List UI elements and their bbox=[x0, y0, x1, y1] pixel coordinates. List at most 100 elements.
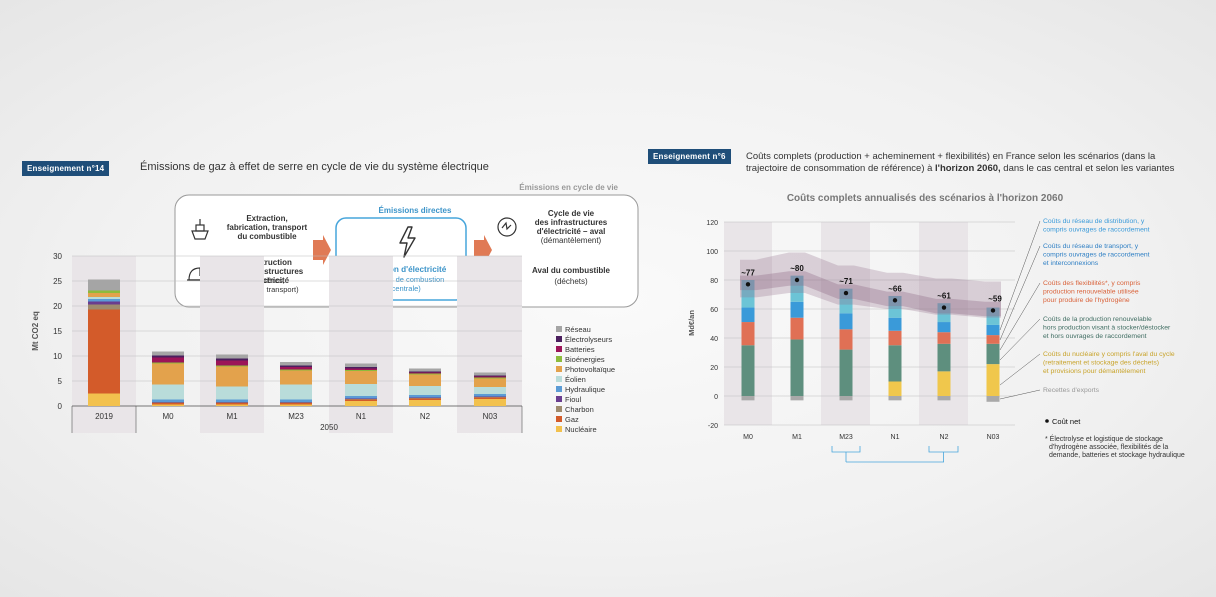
bar-segment-photovoltaique bbox=[280, 370, 312, 385]
bar-segment-charbon bbox=[409, 398, 441, 399]
legend-swatch-photovoltaique bbox=[556, 366, 562, 372]
left-plot: 0 5 10 15 20 25 30 Mt CO2 eq 2019 M0 M1 M23 N1 N2 N03 2… bbox=[31, 252, 523, 433]
y-tick-label: 0 bbox=[714, 394, 718, 401]
bar-segment-batteries bbox=[280, 367, 312, 370]
legend-label-nucleaire_cost: (retraitement et stockage des déchets) bbox=[1043, 360, 1159, 367]
bar-segment-distribution bbox=[741, 280, 755, 308]
bar-segment-fioul bbox=[345, 398, 377, 399]
bar-segment-charbon bbox=[88, 304, 120, 310]
bar-segment-eolien bbox=[216, 386, 248, 400]
aval-text: Aval du combustible (déchets) bbox=[532, 266, 610, 286]
bar-segment-photovoltaique bbox=[409, 374, 441, 386]
bar-segment-flexibilites bbox=[790, 317, 804, 340]
bar-segment-eolien bbox=[345, 384, 377, 396]
legend-leader bbox=[999, 353, 1041, 386]
bar-segment-renouvelable bbox=[790, 339, 804, 396]
legend-swatch-electrolyseurs bbox=[556, 336, 562, 342]
x-tick-label: M23 bbox=[839, 434, 853, 441]
legend-swatch-nucleaire bbox=[556, 426, 562, 432]
bar-segment-distribution bbox=[790, 275, 804, 302]
bar-segment-photovoltaique bbox=[88, 293, 120, 297]
legend-swatch-fioul bbox=[556, 396, 562, 402]
x-tick-label: N2 bbox=[940, 434, 949, 441]
bar-segment-renouvelable bbox=[937, 343, 951, 372]
y-tick-label: 10 bbox=[53, 352, 62, 361]
legend-swatch-charbon bbox=[556, 406, 562, 412]
bar-segment-gaz bbox=[345, 399, 377, 401]
bar-segment-bioenergies bbox=[474, 377, 506, 379]
bar-segment-distribution bbox=[839, 288, 853, 314]
bar-segment-bioenergies bbox=[152, 362, 184, 364]
bar-segment-nucleaire bbox=[474, 399, 506, 406]
aval-bold-line: Aval du combustible bbox=[532, 266, 610, 275]
net-cost-dot bbox=[892, 298, 898, 303]
bar-segment-hydraulique bbox=[345, 396, 377, 399]
legend-swatch-gaz bbox=[556, 416, 562, 422]
legend-swatch-eolien bbox=[556, 376, 562, 382]
cycle-bold-line: des infrastructures bbox=[535, 218, 608, 227]
bar-segment-electrolyseurs bbox=[474, 375, 506, 377]
cycle-sub-line: (démantèlement) bbox=[541, 236, 602, 245]
x-tick-label: M0 bbox=[162, 412, 174, 421]
bar-segment-charbon bbox=[345, 399, 377, 400]
note-line-2: d'hydrogène associée, flexibilités de la bbox=[1049, 444, 1168, 451]
bar-segment-nucleaire_cost bbox=[937, 371, 951, 396]
bar-segment-flexibilites bbox=[986, 335, 1000, 344]
bar-segment-fioul bbox=[474, 396, 506, 397]
y-tick-label: 15 bbox=[53, 327, 62, 336]
cost-band bbox=[740, 252, 1001, 318]
bar-segment-renouvelable bbox=[888, 345, 902, 382]
bar-segment-hydraulique bbox=[88, 299, 120, 302]
right-chart-title: Coûts complets annualisés des scénarios … bbox=[787, 193, 1064, 204]
legend-label: Nucléaire bbox=[565, 425, 597, 434]
legend-label-flexibilites: pour produire de l'hydrogène bbox=[1043, 297, 1130, 304]
bar-segment-hydraulique bbox=[474, 394, 506, 397]
net-cost-dot bbox=[745, 282, 751, 287]
right-title-line2-a: trajectoire de consommation de référence… bbox=[746, 163, 936, 174]
legend-label: Gaz bbox=[565, 415, 579, 424]
legend-leader bbox=[999, 245, 1041, 341]
bar-segment-distribution bbox=[937, 303, 951, 323]
bar-segment-hydraulique bbox=[280, 399, 312, 402]
bar-segment-hydraulique bbox=[152, 399, 184, 402]
bar-segment-fioul bbox=[280, 402, 312, 403]
bar-segment-fioul bbox=[88, 301, 120, 305]
x-tick-label: N1 bbox=[891, 434, 900, 441]
bar-segment-reseau bbox=[280, 362, 312, 366]
legend-label: Bioénergies bbox=[565, 355, 605, 364]
legend-label-nucleaire_cost: et provisions pour démantèlement bbox=[1043, 368, 1145, 375]
y-axis-label: Mt CO2 eq bbox=[31, 311, 40, 351]
bar-segment-photovoltaique bbox=[216, 366, 248, 387]
bar-segment-eolien bbox=[88, 297, 120, 299]
legend-swatch-hydraulique bbox=[556, 386, 562, 392]
legend-leader bbox=[999, 389, 1041, 400]
bar-segment-electrolyseurs bbox=[345, 367, 377, 369]
legend-swatch-bioenergies bbox=[556, 356, 562, 362]
bar-segment-reseau bbox=[88, 279, 120, 291]
bar-segment-gaz bbox=[474, 397, 506, 399]
bar-segment-batteries bbox=[216, 360, 248, 366]
legend-label: Charbon bbox=[565, 405, 594, 414]
variant-bracket bbox=[928, 446, 959, 453]
y-tick-label: -20 bbox=[708, 423, 718, 430]
bar-segment-bioenergies bbox=[409, 373, 441, 375]
bar-segment-bioenergies bbox=[88, 290, 120, 293]
right-title-line2-c: dans le cas central et selon les variant… bbox=[1000, 163, 1175, 174]
production-sub-line: (émissions de combustion bbox=[358, 275, 445, 284]
y-tick-label: 20 bbox=[710, 365, 718, 372]
recycle-icon bbox=[497, 217, 517, 237]
bar-segment-nucleaire bbox=[409, 400, 441, 406]
y-axis-label: Md€/an bbox=[687, 310, 696, 336]
net-cost-dot bbox=[843, 290, 849, 296]
bar-segment-bioenergies bbox=[216, 365, 248, 367]
legend-label-distribution: compris ouvrages de raccordement bbox=[1043, 227, 1150, 234]
legend-label-flexibilites: production renouvelable utilisée bbox=[1043, 289, 1139, 296]
legend-label-renouvelable: hors production visant à stocker/déstock… bbox=[1043, 325, 1171, 332]
cycle-bold-line: Cycle de vie bbox=[548, 209, 595, 218]
bar-segment-electrolyseurs bbox=[409, 371, 441, 373]
bar-segment-exports bbox=[790, 396, 804, 401]
bar-segment-flexibilites bbox=[888, 330, 902, 346]
